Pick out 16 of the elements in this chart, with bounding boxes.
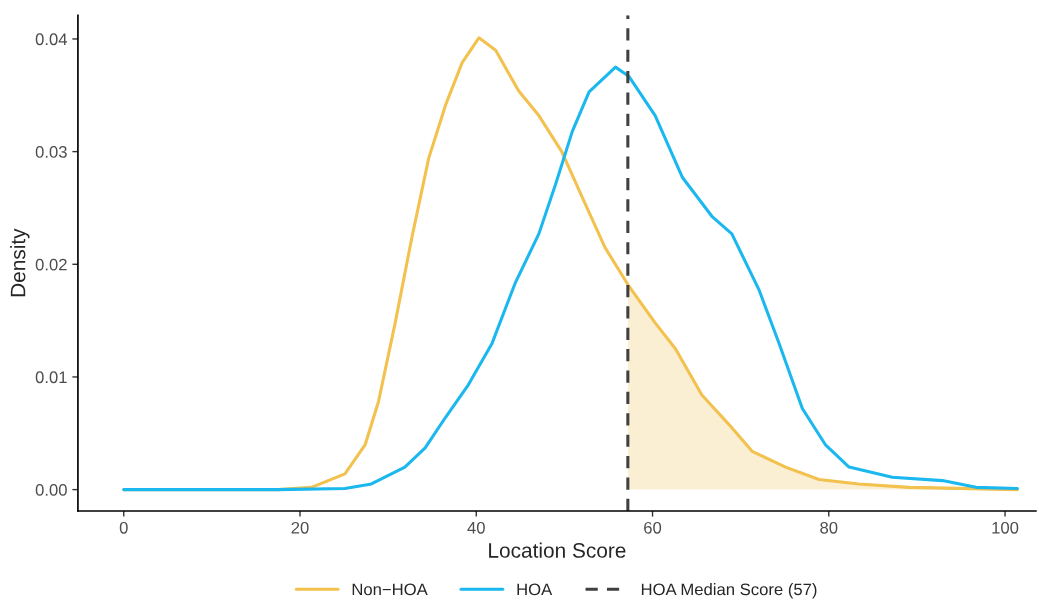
y-tick-label: 0.01 (35, 371, 67, 384)
x-tick-label: 40 (467, 521, 485, 534)
y-tick-label: 0.03 (35, 146, 67, 158)
legend-label: HOA Median Score (57) (641, 583, 817, 599)
legend-label: HOA (517, 583, 553, 596)
x-tick-label: 80 (820, 521, 838, 534)
legend-label: Non−HOA (352, 583, 428, 596)
x-axis-title: Location Score (489, 542, 626, 558)
x-tick-label: 0 (119, 521, 128, 534)
x-tick-label: 100 (992, 521, 1019, 534)
y-axis-title: Density (10, 228, 30, 297)
y-tick-label: 0.02 (35, 258, 67, 271)
x-tick-label: 60 (644, 521, 662, 534)
y-tick-label: 0.00 (35, 484, 67, 496)
y-tick-label: 0.04 (35, 33, 68, 46)
x-tick-label: 20 (291, 521, 309, 534)
